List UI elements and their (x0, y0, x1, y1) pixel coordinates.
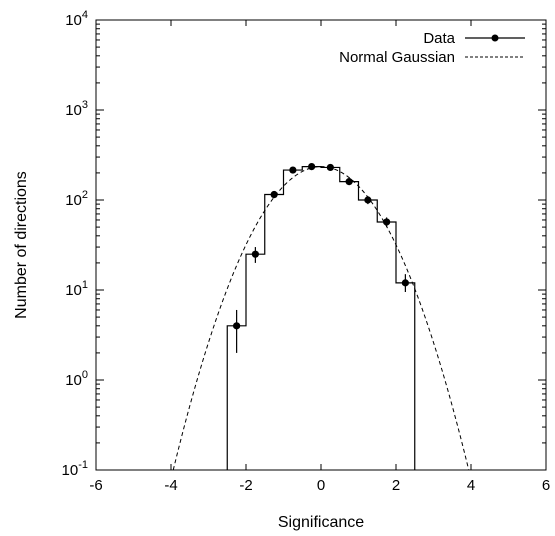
data-point (289, 166, 297, 174)
gaussian-curve (172, 166, 470, 471)
legend: Data Normal Gaussian (339, 30, 525, 66)
legend-label-gaussian: Normal Gaussian (339, 49, 455, 66)
x-tick-label: -6 (89, 477, 102, 494)
x-axis-label: Significance (278, 514, 364, 531)
x-tick-label: 2 (392, 477, 400, 494)
y-axis-label: Number of directions (13, 171, 30, 319)
legend-label-data: Data (423, 30, 455, 47)
data-point (383, 218, 391, 226)
data-point (326, 163, 334, 172)
data-points-layer (233, 163, 409, 353)
x-tick-label: 0 (317, 477, 325, 494)
data-point (345, 178, 353, 186)
y-tick-label: 103 (65, 99, 88, 119)
y-tick-label: 10-1 (62, 459, 88, 479)
data-point (364, 196, 372, 204)
gaussian-layer (172, 166, 470, 471)
x-tick-label: 6 (542, 477, 550, 494)
y-tick-label: 104 (65, 9, 88, 29)
data-point (308, 163, 316, 171)
data-point (270, 190, 278, 199)
legend-marker-data (491, 34, 499, 42)
data-point (251, 250, 259, 258)
x-axis-ticks: -6 -4 -2 0 2 4 6 (89, 20, 550, 494)
x-tick-label: 4 (467, 477, 475, 494)
y-tick-label: 101 (65, 279, 88, 299)
data-point (401, 279, 409, 287)
x-tick-label: -4 (164, 477, 177, 494)
data-point (233, 322, 241, 330)
y-tick-label: 100 (65, 369, 88, 389)
y-tick-label: 102 (65, 189, 88, 209)
x-tick-label: -2 (239, 477, 252, 494)
y-axis-ticks: 10-1 100 101 102 103 104 (62, 9, 546, 479)
